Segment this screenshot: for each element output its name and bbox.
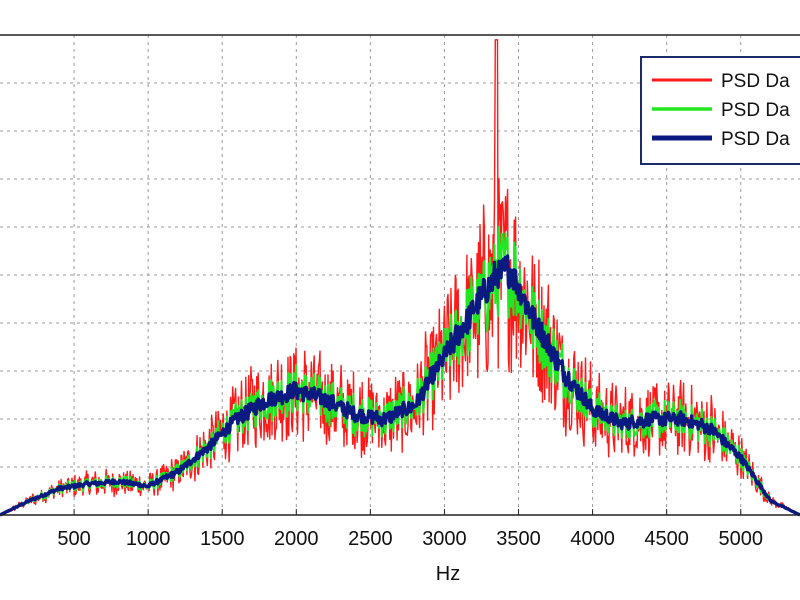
x-tick-labels: 500 1000 1500 2000 2500 3000 3500 4000 4500 5000: [57, 528, 763, 550]
x-tick-label-2500: 2500: [348, 528, 393, 550]
x-axis-label: Hz: [436, 563, 460, 585]
x-tick-label-4000: 4000: [570, 528, 615, 550]
x-tick-label-1500: 1500: [200, 528, 245, 550]
x-tick-label-500: 500: [57, 528, 90, 550]
x-tick-label-3500: 3500: [496, 528, 541, 550]
x-tick-label-2000: 2000: [274, 528, 319, 550]
legend-entry-1: PSD Da: [721, 71, 790, 92]
series-group: [0, 39, 800, 517]
grid: [0, 35, 800, 515]
x-tick-label-1000: 1000: [126, 528, 171, 550]
series-line-3: [0, 254, 800, 517]
legend-entry-2: PSD Da: [721, 100, 790, 121]
x-tick-label-4500: 4500: [644, 528, 689, 550]
x-tick-label-5000: 5000: [718, 528, 763, 550]
legend-entry-3: PSD Da: [721, 129, 790, 150]
x-tick-label-3000: 3000: [422, 528, 467, 550]
axes: [0, 34, 800, 516]
legend: PSD Da PSD Da PSD Da: [640, 56, 800, 165]
